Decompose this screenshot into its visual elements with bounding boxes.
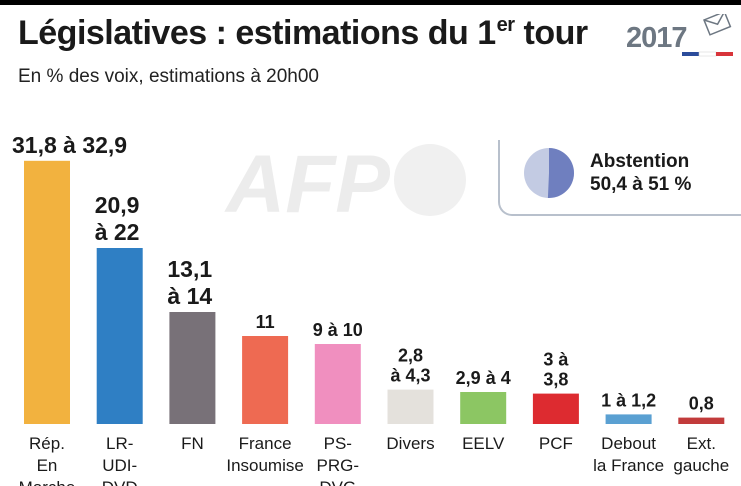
chart-subtitle: En % des voix, estimations à 20h00 — [18, 66, 320, 87]
abstention-label: Abstention — [590, 151, 690, 172]
value-label-9-0: 0,8 — [689, 394, 714, 414]
ballot-envelope-icon — [682, 14, 733, 57]
category-label-8-1: la France — [593, 456, 664, 475]
value-label-0-0: 31,8 à 32,9 — [12, 132, 127, 158]
election-2017-logo: 2017 — [624, 14, 734, 64]
value-label-8-0: 1 à 1,2 — [601, 390, 656, 410]
category-label-1-0: LR- — [106, 434, 133, 453]
bar-1 — [96, 248, 143, 424]
bar-6 — [460, 392, 507, 424]
bar-3 — [242, 336, 289, 424]
bar-9 — [678, 417, 725, 424]
value-label-5-1: à 4,3 — [390, 366, 430, 386]
category-label-7-0: PCF — [539, 434, 573, 453]
page-title: Législatives : estimations du 1er tour — [18, 14, 588, 53]
title-end: tour — [514, 14, 589, 52]
category-label-4-2: DVG — [319, 478, 356, 486]
bar-5 — [387, 389, 434, 424]
category-label-0-1: En — [37, 456, 58, 475]
category-label-3-0: France — [239, 434, 292, 453]
bar-4 — [314, 344, 361, 424]
value-label-5-0: 2,8 — [398, 346, 423, 366]
value-label-1-1: à 22 — [95, 219, 140, 245]
value-label-7-0: 3 à — [543, 350, 569, 370]
title-superscript: er — [496, 14, 515, 36]
title-main: Législatives : estimations du 1 — [18, 14, 496, 52]
bar-2 — [169, 312, 216, 424]
bar-8 — [605, 414, 652, 424]
category-label-8-0: Debout — [601, 434, 656, 453]
category-label-0-0: Rép. — [29, 434, 65, 453]
category-label-3-1: Insoumise — [226, 456, 303, 475]
value-label-2-0: 13,1 — [167, 256, 212, 282]
abstention-pie — [524, 148, 574, 198]
category-label-9-1: gauche — [673, 456, 729, 475]
abstention-box — [498, 140, 741, 216]
abstention-value: 50,4 à 51 % — [590, 174, 692, 195]
watermark-text: AFP — [224, 140, 390, 230]
category-label-9-0: Ext. — [687, 434, 716, 453]
top-rule — [0, 0, 741, 5]
category-label-1-2: DVD — [102, 478, 138, 486]
abstention-pie-slice — [547, 148, 574, 198]
value-label-7-1: 3,8 — [543, 370, 568, 390]
value-label-6-0: 2,9 à 4 — [456, 368, 511, 388]
bar-0 — [24, 160, 70, 425]
afp-watermark: AFP — [224, 140, 466, 230]
category-label-6-0: EELV — [462, 434, 505, 453]
category-label-4-1: PRG- — [317, 456, 360, 475]
bar-7 — [532, 393, 579, 424]
category-label-1-1: UDI- — [102, 456, 137, 475]
category-label-0-2: Marche — [19, 478, 76, 486]
value-label-2-1: à 14 — [167, 283, 212, 309]
category-label-5-0: Divers — [386, 434, 434, 453]
value-label-1-0: 20,9 — [95, 192, 140, 218]
value-label-4-0: 9 à 10 — [313, 320, 363, 340]
category-label-4-0: PS- — [324, 434, 352, 453]
value-label-3-0: 11 — [256, 312, 275, 332]
logo-year: 2017 — [626, 22, 688, 54]
category-label-2-0: FN — [181, 434, 204, 453]
